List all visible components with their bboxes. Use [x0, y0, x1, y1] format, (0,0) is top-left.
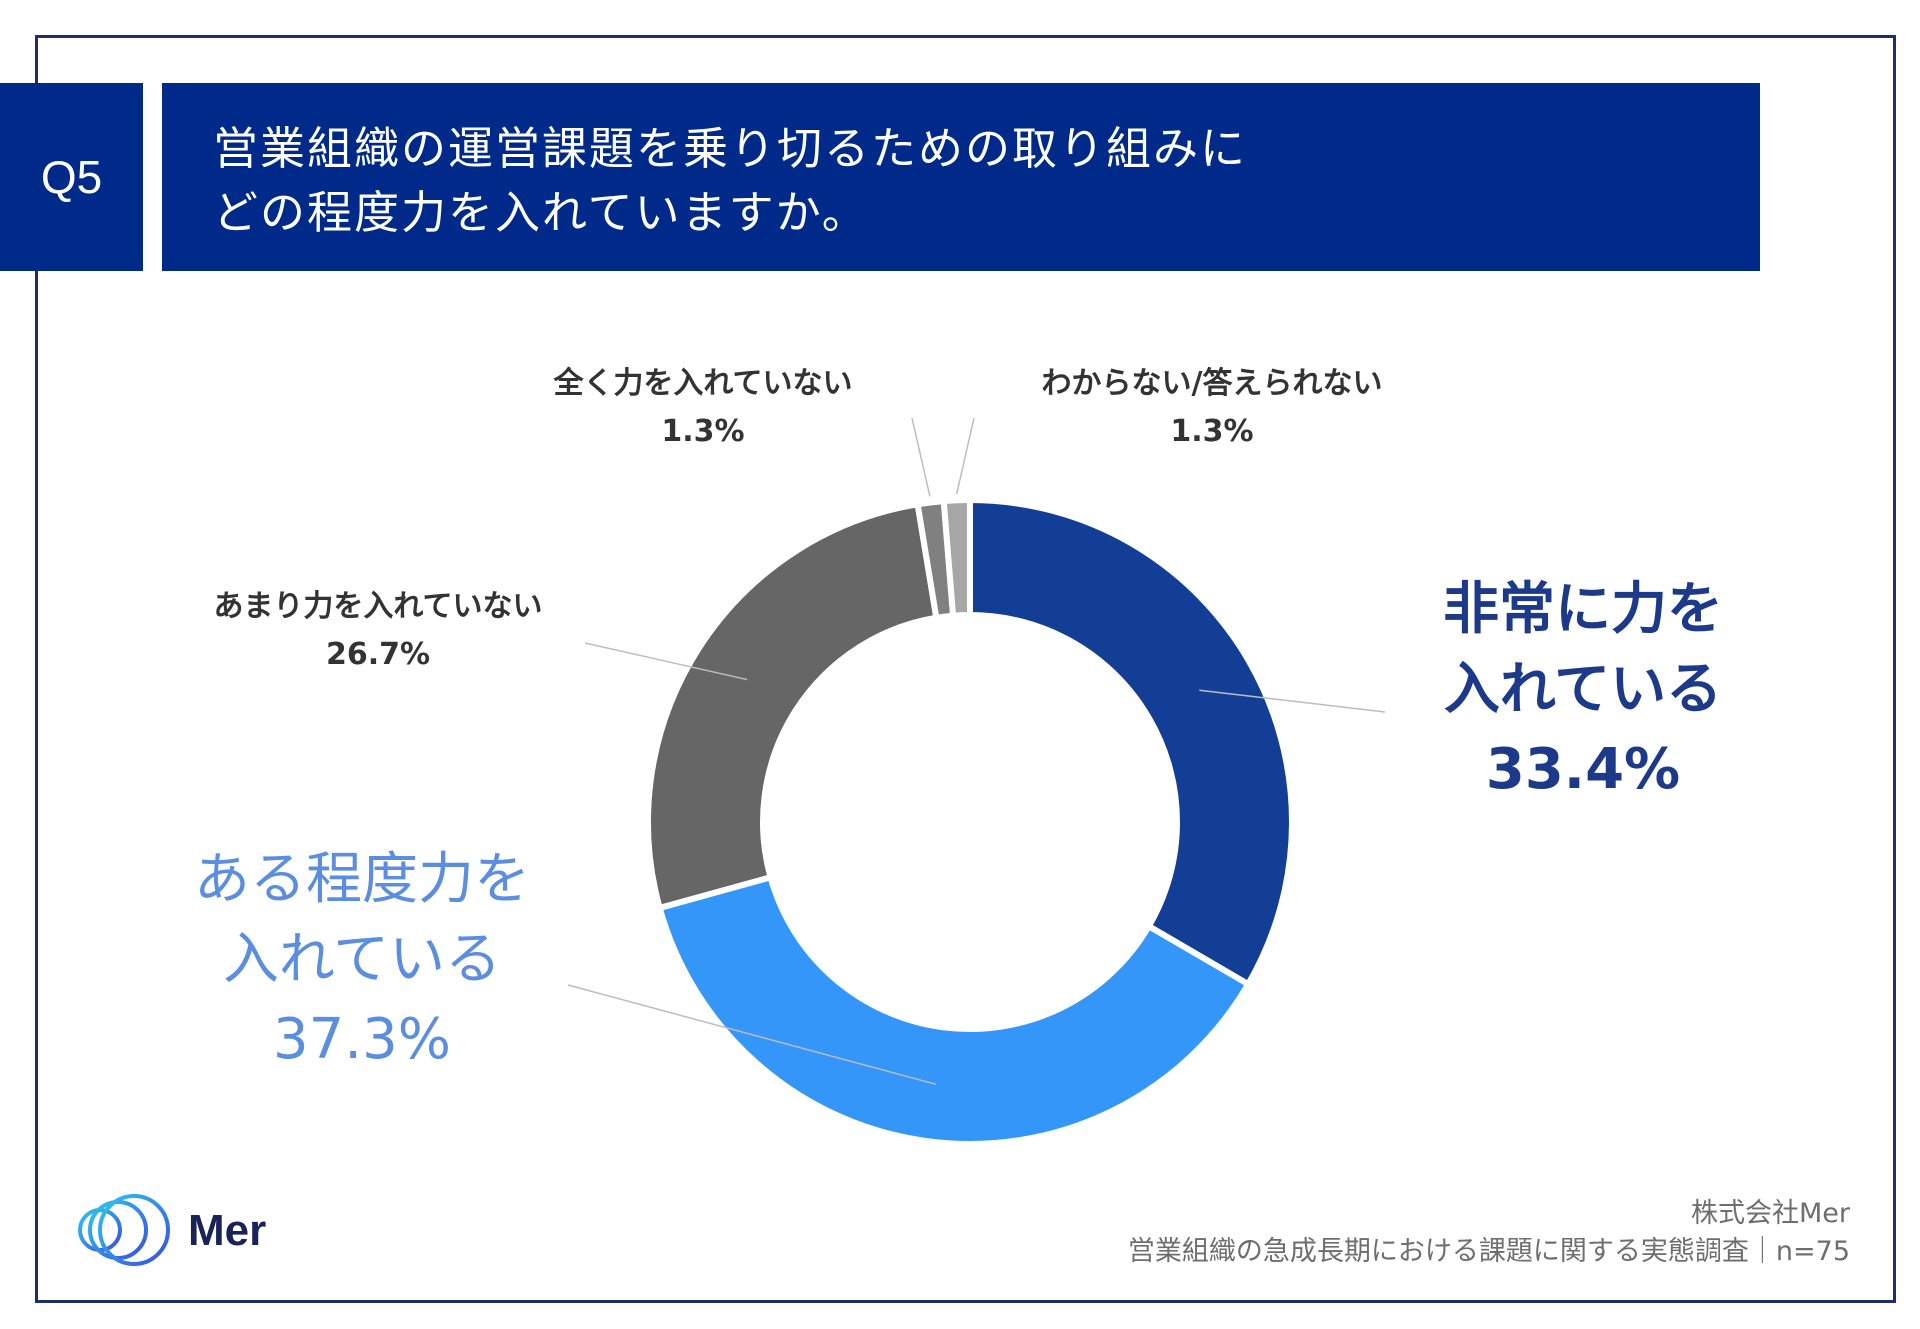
category-label-very-much: 入れている — [1444, 657, 1722, 722]
data-labels: 非常に力を入れている33.4%ある程度力を入れている37.3%あまり力を入れてい… — [194, 366, 1723, 1072]
mer-logo: Mer — [78, 1194, 266, 1266]
category-label-somewhat: 入れている — [223, 927, 501, 992]
value-label-very-much: 33.4% — [1486, 737, 1680, 802]
leader-line-somewhat — [567, 984, 937, 1086]
slice-not-much — [645, 500, 940, 912]
slice-unknown — [940, 496, 973, 619]
slice-somewhat — [655, 873, 1253, 1147]
category-label-somewhat: ある程度力を — [194, 847, 530, 912]
leader-line-not-much — [584, 642, 748, 681]
question-number: Q5 — [0, 83, 143, 271]
category-label-very-much: 非常に力を — [1443, 577, 1723, 642]
footer-survey: 営業組織の急成長期における課題に関する実態調査｜n=75 — [1127, 1236, 1850, 1267]
leader-line-not-at-all — [911, 417, 931, 497]
logo-text: Mer — [188, 1206, 266, 1255]
category-label-not-much: あまり力を入れていない — [213, 589, 542, 624]
question-title-line-1: 営業組織の運営課題を乗り切るための取り組みに — [213, 122, 1248, 175]
logo-rings-icon — [78, 1194, 170, 1266]
leader-line-unknown — [955, 417, 975, 495]
category-label-not-at-all: 全く力を入れていない — [552, 366, 852, 401]
donut-slices — [645, 496, 1295, 1147]
leader-line-very-much — [1199, 689, 1386, 713]
category-label-unknown: わからない/答えられない — [1042, 366, 1383, 401]
footer: 株式会社Mer 営業組織の急成長期における課題に関する実態調査｜n=75 — [1128, 1195, 1850, 1271]
leader-lines — [567, 417, 1386, 1086]
slice-very-much — [967, 496, 1295, 989]
question-title-line-2: どの程度力を入れていますか。 — [213, 186, 869, 239]
value-label-unknown: 1.3% — [1170, 414, 1253, 449]
value-label-not-much: 26.7% — [326, 637, 430, 672]
value-label-not-at-all: 1.3% — [661, 414, 744, 449]
slide-frame — [35, 35, 1896, 1303]
value-label-somewhat: 37.3% — [273, 1007, 451, 1072]
footer-company: 株式会社Mer — [1690, 1198, 1850, 1229]
question-title: 営業組織の運営課題を乗り切るための取り組みに どの程度力を入れていますか。 — [162, 83, 1760, 271]
